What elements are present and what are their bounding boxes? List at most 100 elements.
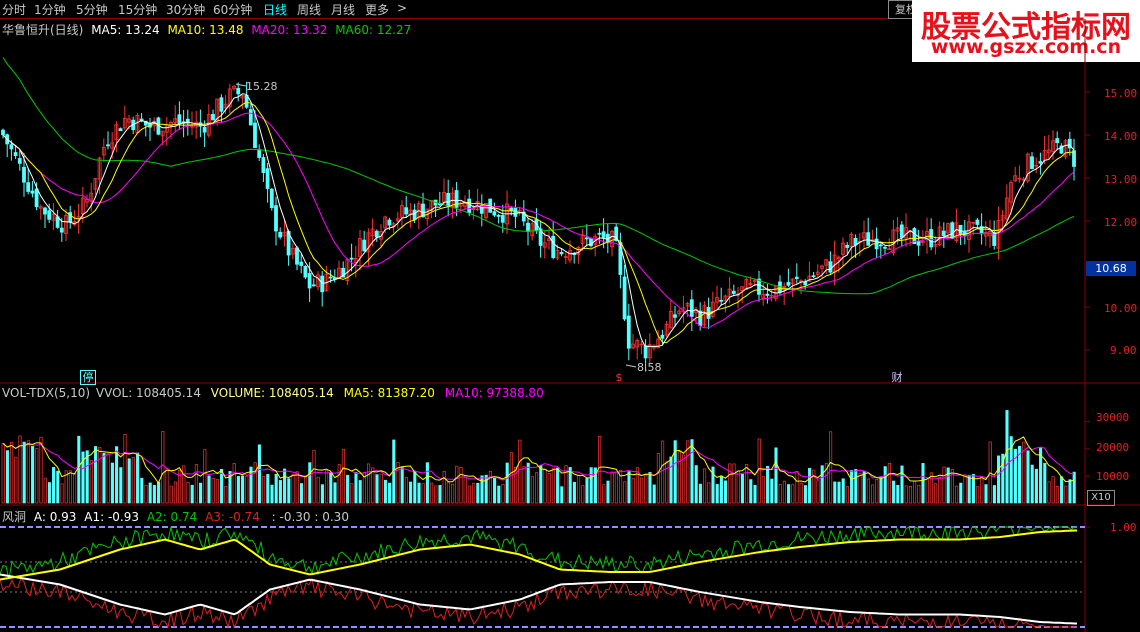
indicator-a-label: A: 0.93 bbox=[33, 510, 77, 524]
volume-bar bbox=[203, 449, 207, 504]
candle-body bbox=[1004, 197, 1009, 220]
suspension-marker[interactable]: 停 bbox=[80, 370, 96, 385]
candle-body bbox=[710, 301, 715, 317]
volume-bar bbox=[43, 477, 47, 504]
candle-body bbox=[395, 218, 400, 222]
volume-bar bbox=[245, 475, 249, 504]
vol-tick-30000: 30000 bbox=[1096, 411, 1130, 424]
volume-bar bbox=[522, 466, 526, 504]
volume-bar bbox=[845, 486, 849, 504]
volume-bar bbox=[778, 484, 782, 504]
volume-bar bbox=[526, 462, 530, 504]
candle-body bbox=[232, 85, 236, 89]
indicator-legend: 风洞 A: 0.93 A1: -0.93 A2: 0.74 A3: -0.74 … bbox=[2, 508, 349, 525]
volume-bar bbox=[858, 472, 862, 504]
candle-body bbox=[127, 118, 131, 123]
candle-body bbox=[815, 271, 820, 275]
volume-bar bbox=[220, 468, 224, 504]
volume-bar bbox=[585, 477, 589, 504]
financial-report-marker[interactable]: 财 bbox=[891, 371, 903, 384]
volume-bar bbox=[10, 441, 14, 504]
candle-body bbox=[93, 178, 98, 190]
volume-bar bbox=[165, 468, 169, 504]
candle-body bbox=[177, 114, 182, 124]
period-60min[interactable]: 60分钟 bbox=[213, 3, 253, 17]
volume-bar bbox=[661, 440, 665, 504]
candle-body bbox=[1072, 150, 1076, 167]
candle-body bbox=[526, 222, 530, 232]
candle-body bbox=[22, 166, 26, 183]
volume-bar bbox=[207, 475, 211, 504]
period-fenshi[interactable]: 分时 bbox=[2, 3, 27, 17]
volume-bar bbox=[623, 481, 627, 504]
volume-bar bbox=[640, 477, 644, 504]
volume-bar bbox=[1068, 479, 1072, 504]
period-15min[interactable]: 15分钟 bbox=[118, 3, 158, 17]
volume-bar bbox=[862, 471, 866, 504]
candle-body bbox=[765, 293, 770, 296]
volume-bar bbox=[346, 474, 350, 504]
volume-bar bbox=[106, 453, 110, 504]
volume-bar bbox=[110, 462, 114, 504]
volume-bar bbox=[211, 477, 215, 504]
candle-body bbox=[673, 314, 677, 318]
period-more[interactable]: 更多 bbox=[365, 3, 390, 17]
candle-body bbox=[744, 279, 749, 290]
volume-bar bbox=[614, 471, 618, 504]
period-30min[interactable]: 30分钟 bbox=[166, 3, 206, 17]
volume-bar bbox=[39, 436, 43, 504]
volume-bar bbox=[1013, 448, 1017, 504]
candle-body bbox=[202, 126, 207, 133]
volume-bar bbox=[278, 480, 282, 504]
volume-bar bbox=[119, 467, 123, 504]
period-1min[interactable]: 1分钟 bbox=[34, 3, 66, 17]
period-monthly[interactable]: 月线 bbox=[331, 3, 356, 17]
volume-bar bbox=[31, 445, 35, 504]
candle-body bbox=[698, 310, 703, 326]
candle-body bbox=[295, 247, 299, 265]
volume-bar bbox=[396, 462, 400, 504]
ma10-label: MA10: 13.48 bbox=[167, 23, 244, 37]
candle-body bbox=[807, 275, 812, 282]
candle-body bbox=[17, 158, 22, 164]
candle-body bbox=[996, 220, 1001, 249]
candle-body bbox=[106, 144, 110, 147]
volume-bar bbox=[77, 435, 81, 504]
volume-bar bbox=[715, 484, 719, 504]
candle-body bbox=[59, 227, 64, 233]
candle-body bbox=[689, 299, 694, 317]
volume-bar bbox=[719, 475, 723, 504]
candle-body bbox=[895, 227, 900, 232]
volume-bar bbox=[14, 456, 18, 504]
stock-title: 华鲁恒升(日线) bbox=[2, 23, 84, 37]
period-daily[interactable]: 日线 bbox=[263, 3, 288, 17]
candle-body bbox=[551, 235, 556, 258]
candle-body bbox=[660, 334, 665, 339]
candle-body bbox=[643, 345, 648, 359]
volume-bar bbox=[1047, 481, 1051, 504]
volume-bar bbox=[497, 485, 501, 504]
candle-body bbox=[563, 256, 568, 258]
volume-bar bbox=[619, 469, 623, 504]
volume-bar bbox=[694, 465, 698, 504]
candle-body bbox=[1067, 138, 1072, 149]
volume-bar bbox=[980, 476, 984, 504]
volume-bar bbox=[669, 456, 673, 504]
candle-body bbox=[215, 98, 220, 121]
period-weekly[interactable]: 周线 bbox=[297, 3, 322, 17]
dividend-marker[interactable]: $ bbox=[615, 371, 623, 384]
volume-bar bbox=[371, 467, 375, 504]
volume-bar bbox=[325, 470, 329, 504]
volume-bar bbox=[514, 466, 518, 504]
candle-body bbox=[362, 239, 367, 252]
chevron-right-icon[interactable]: > bbox=[397, 1, 408, 15]
volume-bar bbox=[698, 483, 702, 504]
volume-bar bbox=[539, 465, 543, 504]
candle-body bbox=[941, 230, 946, 236]
candle-body bbox=[450, 192, 455, 208]
candle-body bbox=[328, 276, 333, 279]
period-5min[interactable]: 5分钟 bbox=[76, 3, 108, 17]
volume-bar bbox=[18, 435, 22, 504]
volume-bar bbox=[1072, 471, 1076, 504]
